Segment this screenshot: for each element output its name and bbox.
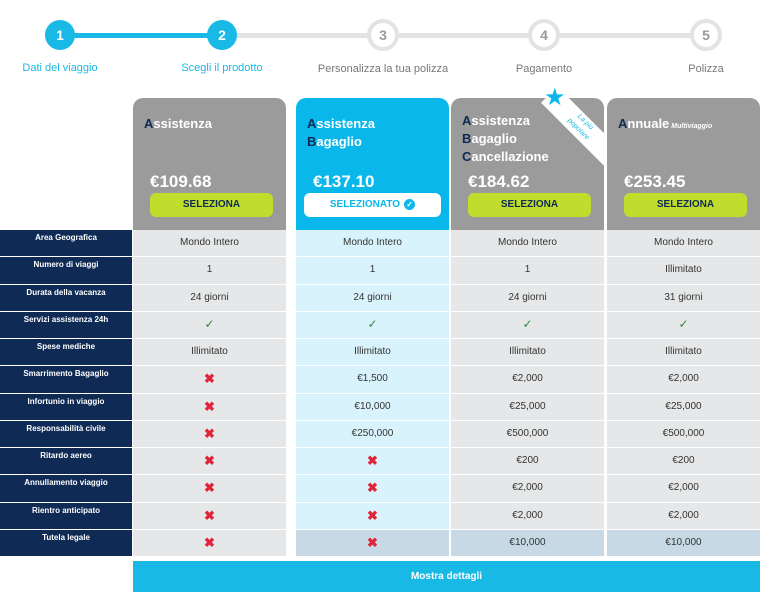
step-5: 5 Polizza bbox=[636, 0, 776, 75]
table-cell: ✖ bbox=[296, 502, 449, 530]
table-cell: 1 bbox=[296, 257, 449, 285]
step-number: 1 bbox=[45, 20, 75, 50]
table-cell: €10,000 bbox=[451, 529, 604, 557]
table-cell: 1 bbox=[451, 257, 604, 285]
step-3: 3 Personalizza la tua polizza bbox=[313, 0, 453, 75]
table-cell: ✖ bbox=[133, 393, 286, 421]
row-label: Infortunio in viaggio bbox=[0, 393, 132, 421]
show-details-button[interactable]: Mostra dettagli bbox=[133, 561, 760, 592]
step-connector-done bbox=[60, 33, 222, 38]
table-cell: 1 bbox=[133, 257, 286, 285]
row-label: Responsabilità civile bbox=[0, 420, 132, 448]
plan-price: €253.45 bbox=[624, 172, 686, 191]
table-cell: Illimitato bbox=[607, 257, 760, 285]
table-cell: ✓ bbox=[133, 311, 286, 339]
table-cell: €10,000 bbox=[296, 393, 449, 421]
table-cell: €2,000 bbox=[451, 475, 604, 503]
table-cell: ✖ bbox=[133, 475, 286, 503]
table-cell: 24 giorni bbox=[133, 284, 286, 312]
step-number: 3 bbox=[367, 19, 399, 51]
table-cell: Illimitato bbox=[451, 339, 604, 367]
step-label: Scegli il prodotto bbox=[181, 62, 263, 74]
table-cell: ✖ bbox=[133, 502, 286, 530]
table-cell: ✓ bbox=[296, 311, 449, 339]
check-circle-icon: ✓ bbox=[404, 198, 416, 210]
row-label: Servizi assistenza 24h bbox=[0, 311, 132, 339]
plan-price: €109.68 bbox=[150, 172, 212, 191]
star-icon: ★ bbox=[544, 84, 566, 111]
table-cell: €250,000 bbox=[296, 420, 449, 448]
table-cell: Illimitato bbox=[607, 339, 760, 367]
plan-price: €184.62 bbox=[468, 172, 530, 191]
plan-name: Assistenza bbox=[144, 116, 212, 131]
step-4: 4 Pagamento bbox=[474, 0, 614, 75]
progress-stepper: 1 Dati del viaggio 2 Scegli il prodotto … bbox=[0, 0, 780, 80]
table-cell: ✖ bbox=[296, 529, 449, 557]
table-cell: ✖ bbox=[296, 475, 449, 503]
row-label: Numero di viaggi bbox=[0, 257, 132, 285]
table-cell: Illimitato bbox=[133, 339, 286, 367]
row-label: Ritardo aereo bbox=[0, 448, 132, 476]
table-cell: ✖ bbox=[133, 366, 286, 394]
step-label: Pagamento bbox=[515, 63, 573, 75]
step-2[interactable]: 2 Scegli il prodotto bbox=[152, 0, 292, 74]
row-label: Durata della vacanza bbox=[0, 284, 132, 312]
table-cell: ✖ bbox=[133, 448, 286, 476]
step-number: 2 bbox=[207, 20, 237, 50]
plan-card-assistenza: Assistenza €109.68 SELEZIONA bbox=[133, 98, 286, 230]
step-label: Polizza bbox=[688, 63, 724, 75]
plan-card-assistenza-bagaglio-cancellazione: Assistenza Bagaglio Cancellazione €184.6… bbox=[451, 98, 604, 230]
table-cell: €2,000 bbox=[607, 502, 760, 530]
plan-card-assistenza-bagaglio: Assistenza Bagaglio €137.10 SELEZIONATO ✓ bbox=[296, 98, 449, 230]
plan-name: Annuale Multiviaggio bbox=[618, 116, 713, 131]
table-cell: €500,000 bbox=[451, 420, 604, 448]
table-cell: Mondo Intero bbox=[133, 230, 286, 258]
row-label: Annullamento viaggio bbox=[0, 475, 132, 503]
table-cell: Mondo Intero bbox=[296, 230, 449, 258]
table-cell: Mondo Intero bbox=[451, 230, 604, 258]
table-cell: 24 giorni bbox=[296, 284, 449, 312]
step-connector-todo bbox=[222, 33, 706, 38]
select-button[interactable]: SELEZIONA bbox=[468, 193, 591, 217]
table-cell: 24 giorni bbox=[451, 284, 604, 312]
selected-button[interactable]: SELEZIONATO ✓ bbox=[304, 193, 441, 217]
table-cell: €500,000 bbox=[607, 420, 760, 448]
table-cell: Mondo Intero bbox=[607, 230, 760, 258]
step-label: Dati del viaggio bbox=[22, 62, 98, 74]
table-cell: €200 bbox=[607, 448, 760, 476]
selected-button-label: SELEZIONATO bbox=[329, 199, 401, 210]
plan-name: Assistenza Bagaglio Cancellazione bbox=[462, 113, 549, 164]
table-cell: ✖ bbox=[133, 420, 286, 448]
plan-name: Assistenza Bagaglio bbox=[307, 116, 375, 149]
table-cell: ✖ bbox=[296, 448, 449, 476]
table-cell: Illimitato bbox=[296, 339, 449, 367]
step-1[interactable]: 1 Dati del viaggio bbox=[0, 0, 130, 74]
table-cell: €1,500 bbox=[296, 366, 449, 394]
plan-price: €137.10 bbox=[313, 172, 375, 191]
table-cell: €2,000 bbox=[451, 502, 604, 530]
table-cell: €25,000 bbox=[451, 393, 604, 421]
table-cell: ✓ bbox=[607, 311, 760, 339]
step-number: 5 bbox=[690, 19, 722, 51]
table-cell: €25,000 bbox=[607, 393, 760, 421]
row-label: Tutela legale bbox=[0, 529, 132, 557]
table-cell: €2,000 bbox=[607, 366, 760, 394]
table-cell: 31 giorni bbox=[607, 284, 760, 312]
step-number: 4 bbox=[528, 19, 560, 51]
row-label: Smarrimento Bagaglio bbox=[0, 366, 132, 394]
select-button[interactable]: SELEZIONA bbox=[150, 193, 273, 217]
table-cell: €2,000 bbox=[451, 366, 604, 394]
table-cell: ✖ bbox=[133, 529, 286, 557]
plan-card-annuale-multiviaggio: Annuale Multiviaggio €253.45 SELEZIONA bbox=[607, 98, 760, 230]
table-cell: €2,000 bbox=[607, 475, 760, 503]
row-label: Spese mediche bbox=[0, 339, 132, 367]
step-label: Personalizza la tua polizza bbox=[317, 63, 449, 75]
table-cell: €200 bbox=[451, 448, 604, 476]
table-cell: €10,000 bbox=[607, 529, 760, 557]
table-cell: ✓ bbox=[451, 311, 604, 339]
row-label: Rientro anticipato bbox=[0, 502, 132, 530]
row-label: Area Geografica bbox=[0, 230, 132, 258]
select-button[interactable]: SELEZIONA bbox=[624, 193, 747, 217]
